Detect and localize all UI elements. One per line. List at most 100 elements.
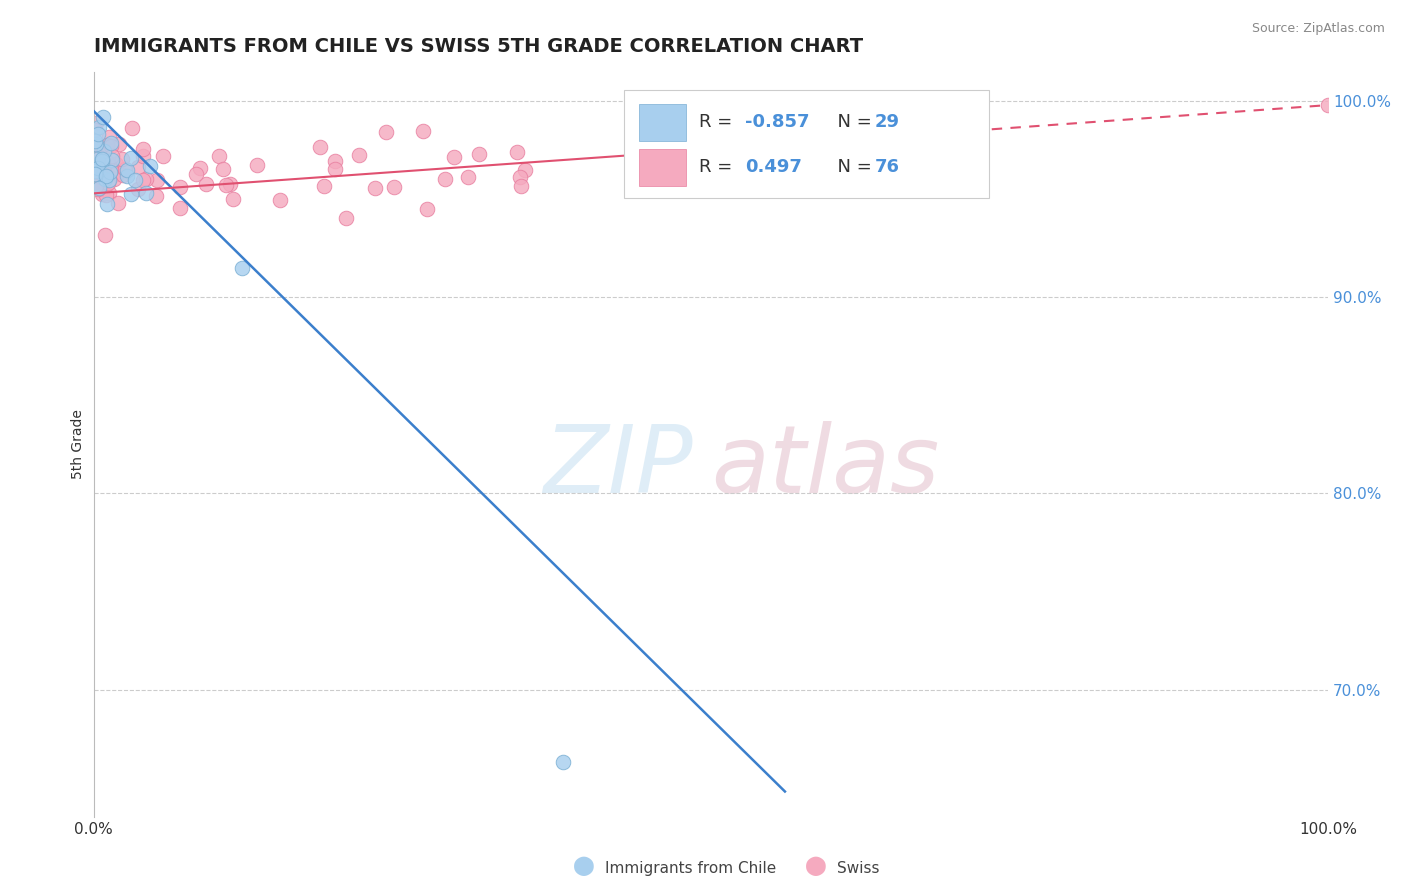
Point	[87, 161, 110, 176]
FancyBboxPatch shape	[640, 103, 686, 141]
Point	[84, 115, 107, 129]
Text: Swiss: Swiss	[837, 861, 879, 876]
Point	[215, 178, 238, 193]
Point	[382, 180, 405, 194]
Point	[510, 178, 533, 193]
Point	[105, 167, 128, 181]
Point	[127, 160, 149, 174]
Text: Immigrants from Chile: Immigrants from Chile	[605, 861, 776, 876]
Point	[90, 169, 112, 184]
Text: 76: 76	[875, 158, 900, 176]
Point	[135, 172, 157, 186]
Text: ZIP: ZIP	[543, 421, 692, 512]
Point	[115, 169, 138, 183]
Point	[509, 169, 531, 184]
Point	[132, 149, 155, 163]
Point	[97, 176, 120, 190]
Point	[83, 135, 105, 149]
Point	[84, 178, 107, 193]
Text: ⬤: ⬤	[572, 856, 595, 876]
Point	[114, 161, 136, 176]
Point	[100, 136, 122, 151]
Text: N =: N =	[825, 112, 877, 130]
Point	[513, 163, 536, 178]
Point	[135, 186, 157, 201]
Point	[83, 123, 105, 137]
Point	[347, 148, 370, 162]
Point	[94, 228, 117, 243]
Point	[412, 124, 434, 138]
Point	[335, 211, 357, 225]
Point	[83, 152, 105, 166]
Point	[218, 177, 240, 191]
Text: R =: R =	[699, 158, 738, 176]
Point	[96, 154, 118, 169]
Point	[86, 153, 108, 167]
Point	[246, 158, 269, 172]
Point	[506, 145, 529, 159]
FancyBboxPatch shape	[640, 148, 686, 186]
Point	[90, 152, 112, 166]
Point	[93, 145, 115, 159]
Point	[111, 152, 134, 166]
Point	[103, 172, 125, 186]
Point	[145, 189, 167, 203]
Point	[87, 181, 110, 195]
Point	[120, 187, 142, 202]
Point	[100, 139, 122, 153]
Point	[323, 161, 346, 176]
Point	[231, 260, 253, 275]
Point	[443, 150, 465, 164]
Text: IMMIGRANTS FROM CHILE VS SWISS 5TH GRADE CORRELATION CHART: IMMIGRANTS FROM CHILE VS SWISS 5TH GRADE…	[94, 37, 863, 56]
Text: atlas: atlas	[711, 421, 939, 512]
Point	[94, 169, 117, 183]
Point	[120, 151, 142, 165]
Point	[115, 163, 138, 178]
Point	[101, 153, 124, 167]
Point	[90, 169, 112, 183]
Point	[457, 169, 479, 184]
Point	[208, 149, 231, 163]
Point	[309, 140, 332, 154]
Text: 0.497: 0.497	[745, 158, 803, 176]
Point	[100, 161, 122, 175]
Point	[551, 755, 574, 769]
Text: N =: N =	[825, 158, 877, 176]
Point	[127, 181, 149, 195]
Point	[184, 167, 207, 181]
Text: Source: ZipAtlas.com: Source: ZipAtlas.com	[1251, 22, 1385, 36]
Point	[107, 196, 129, 211]
Point	[269, 193, 291, 207]
Point	[84, 136, 107, 151]
Point	[98, 165, 121, 179]
Point	[96, 196, 118, 211]
Point	[98, 173, 121, 187]
Point	[93, 165, 115, 179]
Point	[139, 160, 162, 174]
Point	[146, 172, 169, 186]
Point	[323, 153, 346, 168]
Point	[312, 178, 335, 193]
Point	[433, 172, 456, 186]
Point	[94, 172, 117, 186]
Text: 29: 29	[875, 112, 900, 130]
Point	[87, 120, 110, 134]
Point	[87, 181, 110, 195]
Point	[105, 157, 128, 171]
Point	[94, 141, 117, 155]
Point	[94, 188, 117, 202]
Point	[195, 177, 218, 191]
Text: -0.857: -0.857	[745, 112, 810, 130]
Point	[91, 111, 114, 125]
Point	[98, 130, 121, 145]
Point	[1317, 98, 1340, 112]
Point	[188, 161, 211, 175]
Point	[101, 149, 124, 163]
Point	[131, 142, 153, 156]
Point	[90, 187, 112, 202]
Point	[100, 163, 122, 178]
Point	[96, 137, 118, 152]
FancyBboxPatch shape	[624, 90, 988, 198]
Point	[91, 155, 114, 169]
Text: R =: R =	[699, 112, 738, 130]
